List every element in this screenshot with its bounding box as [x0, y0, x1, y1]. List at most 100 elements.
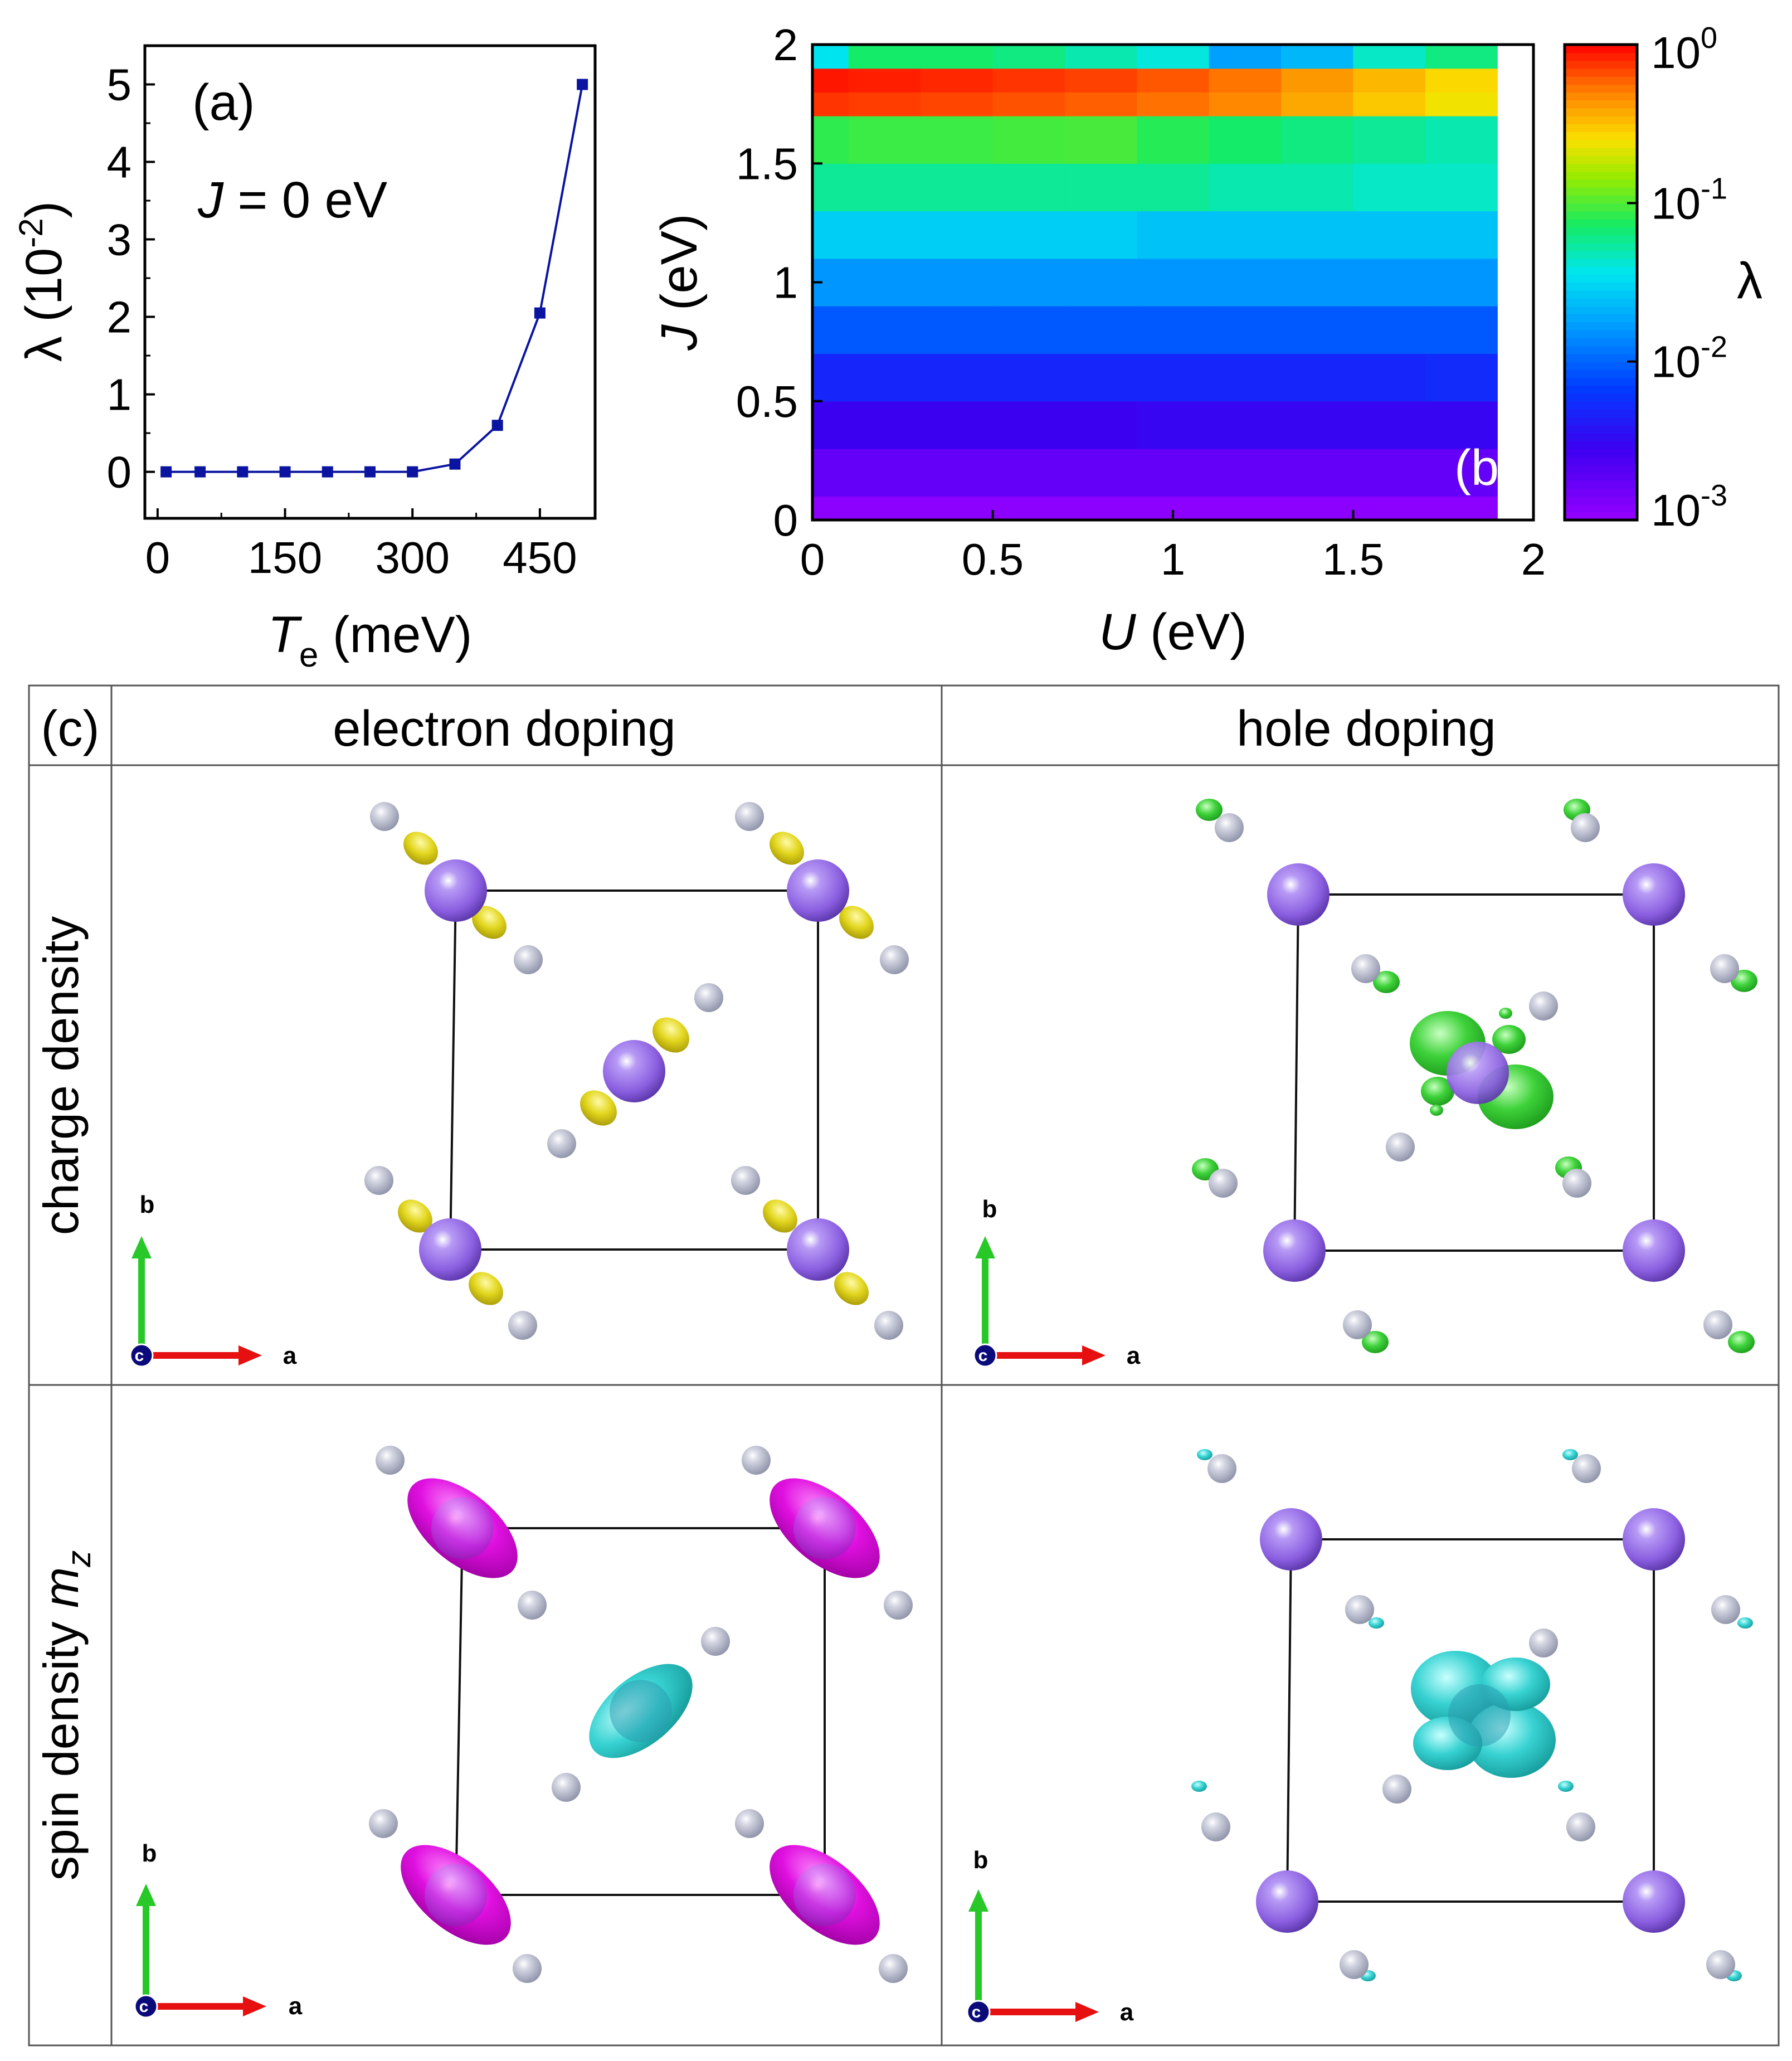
heatmap-cell [1425, 68, 1498, 93]
heatmap-cell [992, 306, 1065, 354]
heatmap-cell [848, 353, 921, 402]
axis-triad: c b a [973, 1195, 1141, 1369]
colorbar-step [1565, 512, 1637, 521]
colorbar-step [1565, 401, 1637, 410]
heatmap-cell [812, 353, 849, 402]
colorbar-step [1565, 203, 1637, 212]
colorbar-step [1565, 242, 1637, 251]
heatmap-cell [1425, 92, 1498, 116]
colorbar-step [1565, 60, 1637, 69]
heatmap-cell [1137, 401, 1210, 449]
panel-a-data-point [194, 466, 206, 478]
panel-a-data-point [160, 466, 172, 478]
colorbar-step [1565, 187, 1637, 196]
colorbar-step [1565, 480, 1637, 489]
row-header-spin: spin density mz [33, 1550, 98, 1880]
panel-a-data-point [237, 466, 249, 478]
heatmap-cell [1281, 258, 1354, 307]
svg-text:c: c [972, 2003, 981, 2021]
axis-triad: c b a [966, 1846, 1134, 2026]
svg-text:b: b [140, 1191, 155, 1218]
panel-a-xtick-label: 150 [248, 533, 322, 582]
heatmap-cell [848, 92, 921, 116]
panel-a-ylabel: λ (10-2) [12, 201, 72, 362]
heatmap-cell [1064, 45, 1137, 69]
atoms-small [1209, 813, 1739, 1339]
panel-b-ytick-label: 2 [773, 20, 798, 70]
atoms-small [364, 802, 909, 1340]
colorbar-step [1565, 449, 1637, 458]
heatmap-cell [1209, 401, 1282, 449]
heatmap-cell [992, 163, 1065, 212]
panel-a-ytick-label: 5 [107, 60, 132, 110]
heatmap-cell [992, 401, 1065, 449]
heatmap-cell [921, 68, 994, 93]
colorbar-tick-label: 10-1 [1651, 172, 1727, 228]
heatmap-cell [1064, 115, 1137, 164]
panel-b-xtick-label: 0.5 [962, 534, 1024, 584]
panel-a-data-point [322, 466, 333, 478]
colorbar-step [1565, 456, 1637, 465]
heatmap-cell [992, 68, 1065, 93]
colorbar-label: λ [1737, 252, 1762, 309]
panel-b-heatmap: 0 0.5 1 1.5 2 0 0.5 1 1.5 2 (b) U (eV) J (eV) 100… [651, 20, 1762, 660]
colorbar-step [1565, 282, 1637, 291]
panel-a-points [160, 79, 588, 478]
heatmap-cell [1064, 449, 1137, 497]
heatmap-cell [921, 306, 994, 354]
heatmap-cell [1425, 306, 1498, 354]
panel-b-xtick-label: 1 [1161, 534, 1186, 584]
colorbar-step [1565, 218, 1637, 227]
colorbar-step [1565, 290, 1637, 299]
svg-text:c: c [139, 1997, 149, 2016]
panel-c-label: (c) [41, 701, 100, 757]
panel-a-xtick-label: 0 [145, 533, 171, 582]
colorbar-step [1565, 472, 1637, 481]
panel-c-frame [28, 684, 1780, 2047]
svg-text:c: c [978, 1347, 988, 1365]
colorbar-step [1565, 496, 1637, 505]
svg-text:a: a [1127, 1342, 1141, 1369]
heatmap-cell [1281, 211, 1354, 259]
heatmap-cell [1209, 258, 1282, 307]
colorbar-step [1565, 298, 1637, 307]
panel-a-data-point [534, 307, 546, 319]
heatmap-cell [848, 306, 921, 354]
heatmap-cell [812, 449, 849, 497]
panel-b-xtick-label: 2 [1521, 534, 1546, 584]
heatmap-cell [1137, 68, 1210, 93]
heatmap-cell [1137, 211, 1210, 259]
atoms-large [419, 859, 849, 1281]
heatmap-cell [848, 401, 921, 449]
heatmap-cell [1064, 68, 1137, 93]
heatmap-cell [1353, 449, 1426, 497]
heatmap-cell [921, 449, 994, 497]
colorbar-step [1565, 488, 1637, 497]
colorbar-frame [1563, 43, 1639, 522]
heatmap-cell [921, 211, 994, 259]
colorbar-step [1565, 266, 1637, 275]
heatmap-cell [812, 163, 849, 212]
svg-text:c: c [135, 1347, 144, 1365]
panel-a-data-point [491, 420, 503, 431]
svg-text:a: a [283, 1342, 297, 1369]
heatmap-cell [1425, 258, 1498, 307]
heatmap-cell [1064, 163, 1137, 212]
heatmap-cell [992, 496, 1065, 521]
svg-text:b: b [982, 1195, 997, 1223]
heatmap-cell [1281, 353, 1354, 402]
heatmap-cell [921, 115, 994, 164]
colorbar-step [1565, 258, 1637, 267]
colorbar-step [1565, 250, 1637, 259]
svg-text:b: b [973, 1846, 988, 1874]
heatmap-cell [812, 496, 849, 521]
panel-b-xtick-label: 1.5 [1322, 534, 1384, 584]
panel-a-data-point [279, 466, 291, 478]
heatmap-cell [992, 449, 1065, 497]
heatmap-cell [1353, 306, 1426, 354]
colorbar-step [1565, 76, 1637, 85]
colorbar-step [1565, 195, 1637, 204]
heatmap-cell [921, 353, 994, 402]
colorbar-step [1565, 346, 1637, 354]
svg-text:a: a [289, 1992, 303, 2020]
